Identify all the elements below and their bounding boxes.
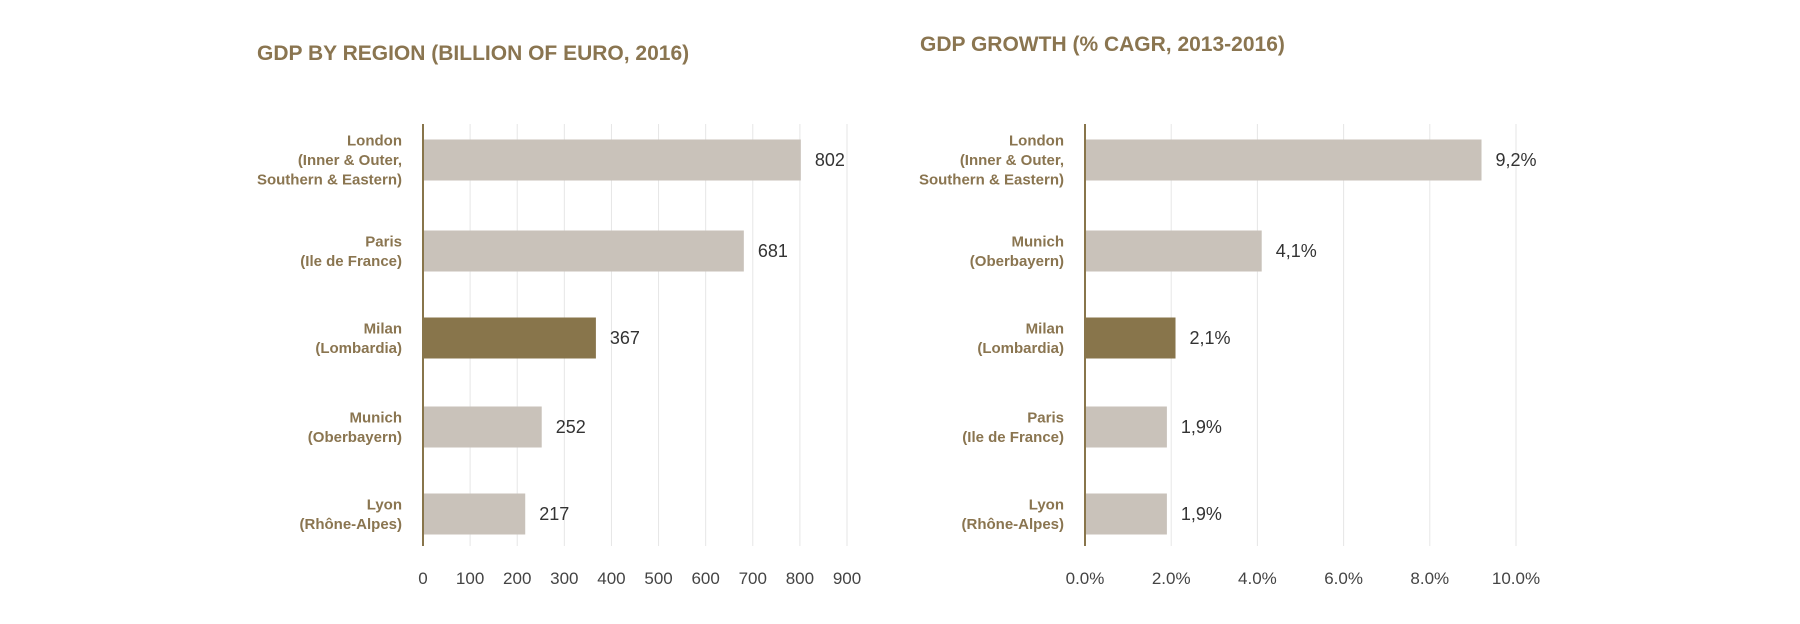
gdp-by-region-category-label-london: London (Inner & Outer, Southern & Eastern) <box>257 133 402 189</box>
gdp-growth-x-tick-label-2: 4.0% <box>1238 569 1277 588</box>
gdp-by-region-x-tick-label-7: 700 <box>739 569 767 588</box>
gdp-by-region-category-label-line: Southern & Eastern) <box>257 172 402 189</box>
gdp-growth-bar-milan <box>1085 317 1176 359</box>
gdp-growth-value-label-lyon: 1,9% <box>1181 504 1222 524</box>
gdp-by-region-category-label-milan: Milan (Lombardia) <box>315 320 402 357</box>
gdp-growth-bar-munich <box>1085 230 1262 272</box>
gdp-by-region-category-label-line: Paris <box>365 233 402 250</box>
gdp-growth-category-label-line: (Inner & Outer, <box>960 152 1064 169</box>
gdp-growth-category-label-lyon: Lyon (Rhône-Alpes) <box>962 496 1065 533</box>
gdp-by-region-plot: London (Inner & Outer, Southern & Eastern)… <box>257 124 861 588</box>
gdp-by-region-category-label-line: London <box>347 133 402 150</box>
gdp-by-region-chart: GDP BY REGION (BILLION OF EURO, 2016) Lo… <box>0 0 900 619</box>
gdp-by-region-bar-munich <box>423 406 542 448</box>
gdp-by-region-x-tick-label-5: 500 <box>644 569 672 588</box>
gdp-growth-category-label-line: London <box>1009 133 1064 150</box>
gdp-by-region-x-tick-label-8: 800 <box>786 569 814 588</box>
gdp-by-region-category-label-line: Milan <box>364 320 402 337</box>
gdp-by-region-category-label-line: (Lombardia) <box>315 340 402 357</box>
gdp-growth-category-label-line: Munich <box>1012 233 1065 250</box>
gdp-by-region-bar-milan <box>423 317 596 359</box>
gdp-by-region-x-tick-label-1: 100 <box>456 569 484 588</box>
gdp-by-region-category-label-line: (Rhône-Alpes) <box>300 516 403 533</box>
gdp-growth-category-label-line: Milan <box>1026 320 1064 337</box>
gdp-growth-bar-london <box>1085 139 1482 181</box>
gdp-growth-x-tick-label-3: 6.0% <box>1324 569 1363 588</box>
gdp-growth-category-label-line: (Ile de France) <box>962 429 1064 446</box>
gdp-growth-x-tick-label-4: 8.0% <box>1410 569 1449 588</box>
gdp-growth-value-label-london: 9,2% <box>1496 150 1537 170</box>
gdp-by-region-category-label-line: (Inner & Outer, <box>298 152 402 169</box>
gdp-growth-category-label-london: London (Inner & Outer, Southern & Eastern) <box>919 133 1064 189</box>
gdp-by-region-x-tick-label-3: 300 <box>550 569 578 588</box>
gdp-by-region-value-label-munich: 252 <box>556 417 586 437</box>
gdp-by-region-category-label-line: Lyon <box>367 496 402 513</box>
gdp-growth-category-label-munich: Munich (Oberbayern) <box>970 233 1064 270</box>
gdp-growth-x-tick-label-1: 2.0% <box>1152 569 1191 588</box>
gdp-growth-x-tick-label-0: 0.0% <box>1066 569 1105 588</box>
chart-title-gdp-by-region: GDP BY REGION (BILLION OF EURO, 2016) <box>257 42 690 65</box>
gdp-growth-category-label-line: (Lombardia) <box>977 340 1064 357</box>
chart-title-gdp-growth: GDP GROWTH (% CAGR, 2013-2016) <box>920 33 1285 56</box>
gdp-by-region-value-label-london: 802 <box>815 150 845 170</box>
gdp-by-region-value-label-lyon: 217 <box>539 504 569 524</box>
gdp-by-region-x-tick-label-0: 0 <box>418 569 427 588</box>
gdp-growth-value-label-munich: 4,1% <box>1276 241 1317 261</box>
gdp-growth-bar-lyon <box>1085 493 1167 535</box>
gdp-by-region-x-tick-label-4: 400 <box>597 569 625 588</box>
gdp-growth-plot: London (Inner & Outer, Southern & Eastern)… <box>919 124 1540 588</box>
gdp-growth-category-label-line: (Rhône-Alpes) <box>962 516 1065 533</box>
gdp-growth-category-label-line: Paris <box>1027 409 1064 426</box>
gdp-by-region-category-label-line: Munich <box>350 409 403 426</box>
gdp-by-region-x-tick-label-9: 900 <box>833 569 861 588</box>
gdp-growth-chart: GDP GROWTH (% CAGR, 2013-2016) London (In… <box>900 0 1800 619</box>
gdp-growth-value-label-paris: 1,9% <box>1181 417 1222 437</box>
gdp-by-region-category-label-line: (Oberbayern) <box>308 429 402 446</box>
gdp-by-region-category-label-paris: Paris (Ile de France) <box>300 233 402 270</box>
gdp-by-region-category-label-lyon: Lyon (Rhône-Alpes) <box>300 496 403 533</box>
gdp-by-region-bar-lyon <box>423 493 526 535</box>
gdp-growth-category-label-paris: Paris (Ile de France) <box>962 409 1064 446</box>
gdp-growth-bar-paris <box>1085 406 1167 448</box>
gdp-by-region-bar-paris <box>423 230 744 272</box>
gdp-by-region-bar-london <box>423 139 801 181</box>
gdp-growth-category-label-milan: Milan (Lombardia) <box>977 320 1064 357</box>
gdp-by-region-value-label-paris: 681 <box>758 241 788 261</box>
gdp-growth-x-tick-label-5: 10.0% <box>1492 569 1540 588</box>
gdp-growth-value-label-milan: 2,1% <box>1190 328 1231 348</box>
gdp-by-region-category-label-line: (Ile de France) <box>300 253 402 270</box>
gdp-growth-category-label-line: Southern & Eastern) <box>919 172 1064 189</box>
gdp-by-region-x-tick-label-6: 600 <box>691 569 719 588</box>
gdp-by-region-value-label-milan: 367 <box>610 328 640 348</box>
gdp-by-region-category-label-munich: Munich (Oberbayern) <box>308 409 402 446</box>
gdp-growth-category-label-line: (Oberbayern) <box>970 253 1064 270</box>
gdp-by-region-x-tick-label-2: 200 <box>503 569 531 588</box>
gdp-growth-category-label-line: Lyon <box>1029 496 1064 513</box>
